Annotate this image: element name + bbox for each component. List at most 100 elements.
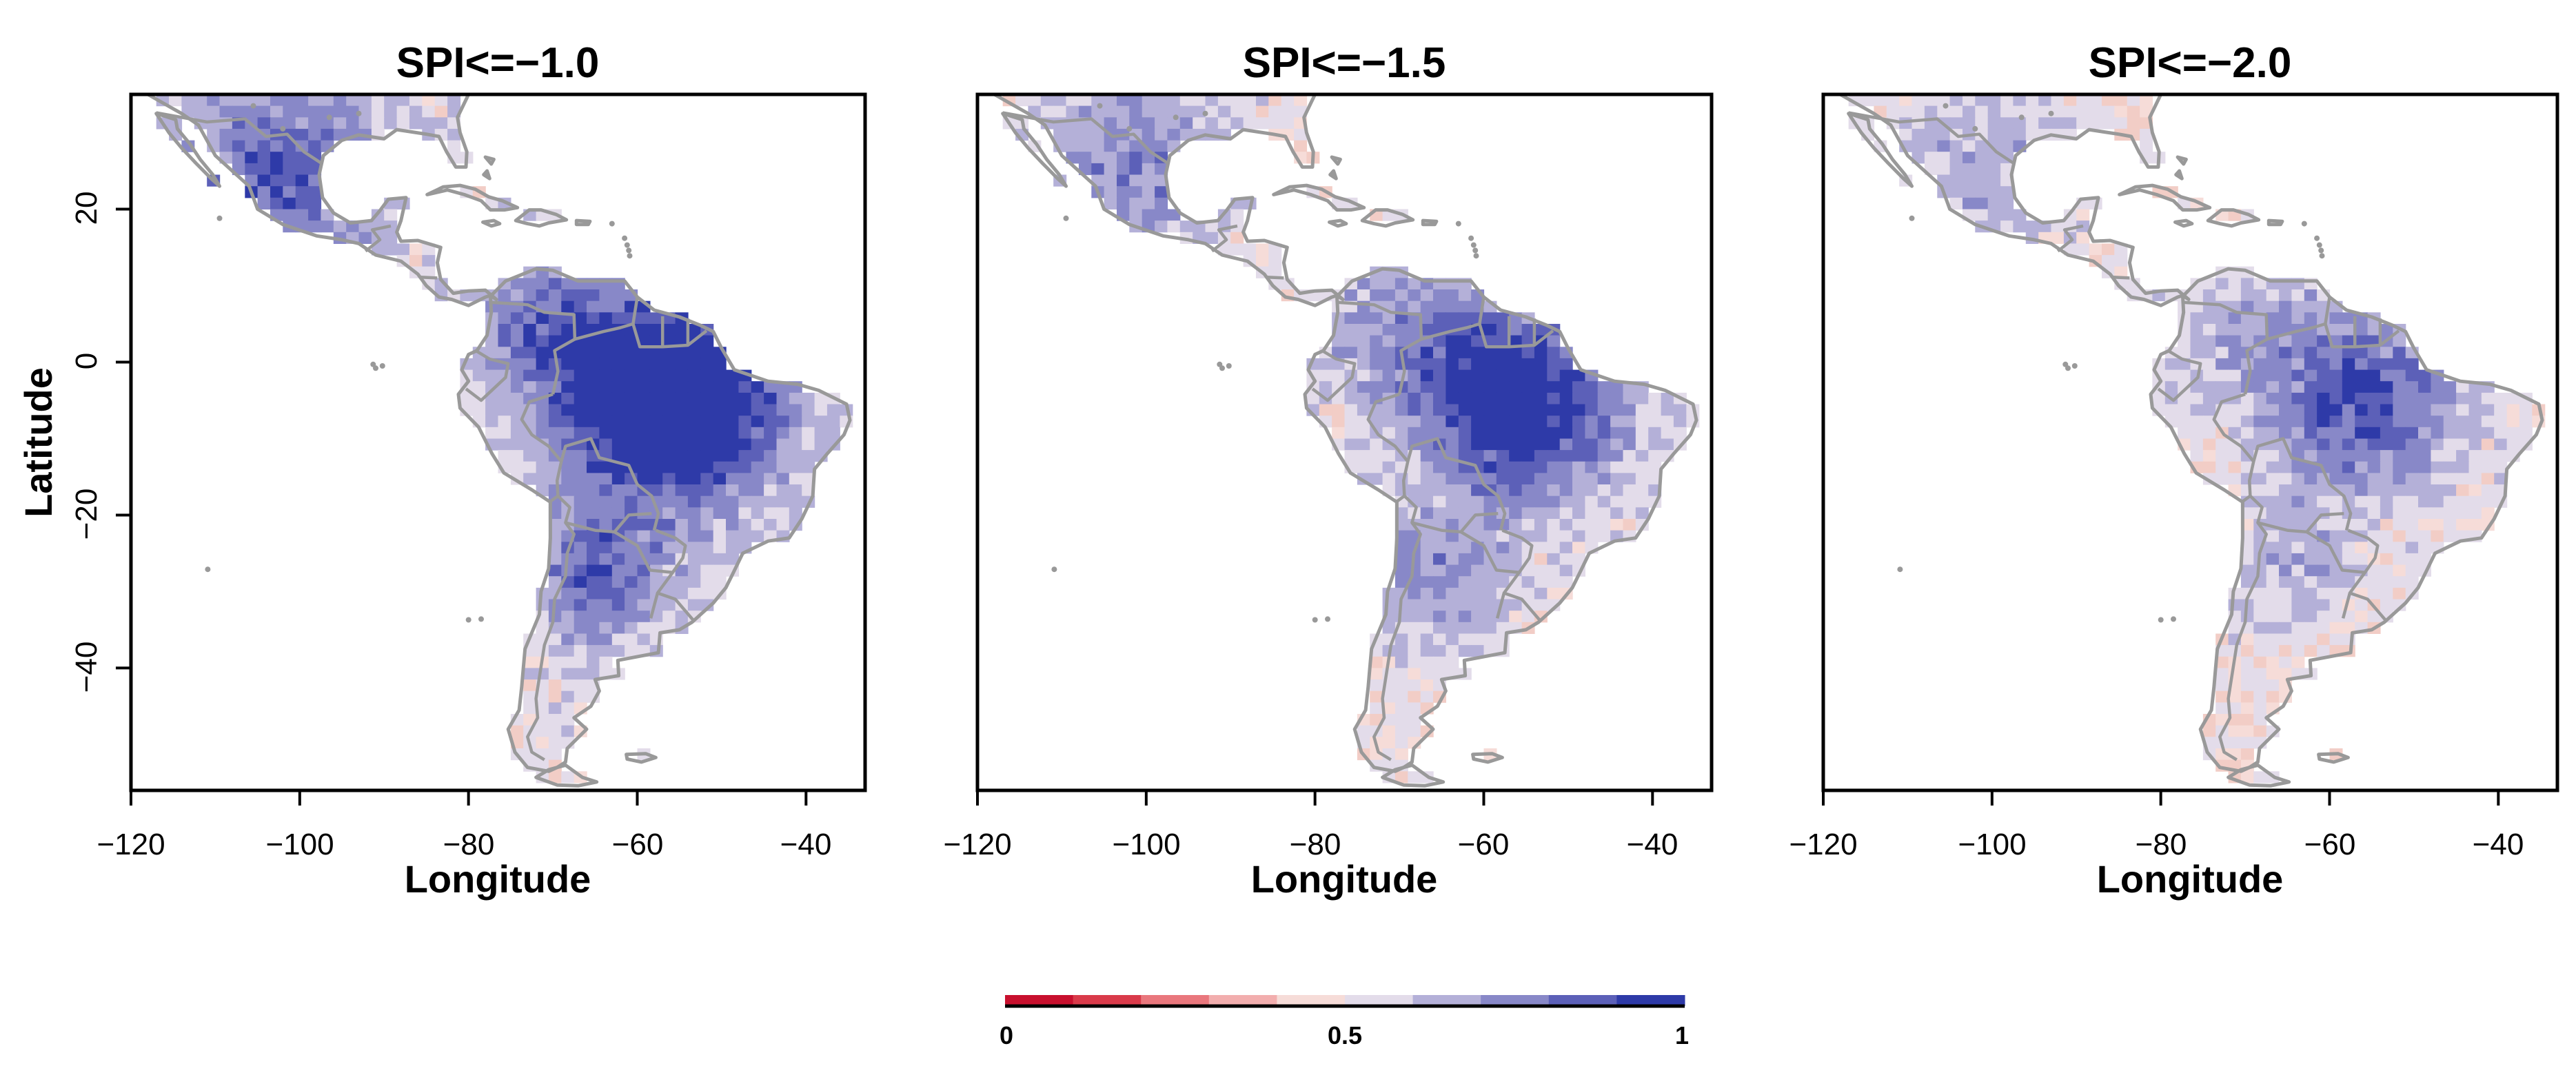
raster-cell bbox=[662, 438, 676, 451]
raster-cell bbox=[1395, 679, 1408, 692]
raster-cell bbox=[599, 553, 613, 566]
raster-cell bbox=[1446, 381, 1459, 393]
raster-cell bbox=[257, 105, 271, 118]
raster-cell bbox=[2127, 105, 2140, 118]
raster-cell bbox=[1559, 392, 1573, 405]
raster-cell bbox=[561, 278, 575, 290]
raster-cell bbox=[1395, 771, 1408, 783]
raster-cell bbox=[2405, 461, 2419, 473]
raster-cell bbox=[637, 312, 651, 325]
coastline bbox=[2266, 218, 2284, 227]
raster-cell bbox=[1420, 495, 1434, 508]
raster-cell bbox=[2266, 507, 2280, 520]
raster-cell bbox=[1395, 564, 1408, 577]
raster-cell bbox=[687, 576, 701, 588]
raster-cell bbox=[1078, 140, 1092, 152]
raster-cell bbox=[751, 530, 764, 542]
raster-cell bbox=[1433, 300, 1446, 313]
raster-cell bbox=[2355, 611, 2369, 623]
raster-cell bbox=[700, 564, 714, 577]
raster-cell bbox=[270, 117, 283, 130]
raster-cell bbox=[1534, 542, 1548, 554]
raster-cell bbox=[687, 381, 701, 393]
raster-cell bbox=[1167, 128, 1181, 141]
raster-cell bbox=[713, 438, 727, 451]
raster-cell bbox=[2317, 645, 2331, 657]
raster-cell bbox=[1547, 404, 1561, 416]
raster-cell bbox=[358, 105, 372, 118]
raster-cell bbox=[1458, 484, 1472, 497]
raster-cell bbox=[219, 105, 233, 118]
raster-cell bbox=[1129, 197, 1143, 209]
raster-cell bbox=[599, 416, 613, 428]
raster-cell bbox=[1370, 473, 1383, 485]
raster-cell bbox=[1408, 495, 1421, 508]
raster-cell bbox=[1547, 347, 1561, 359]
raster-cell bbox=[587, 404, 600, 416]
raster-cell bbox=[1610, 495, 1624, 508]
raster-cell bbox=[2279, 427, 2292, 439]
raster-cell bbox=[2291, 358, 2305, 371]
y-axis: 20 0 −20 −40 Latitude bbox=[17, 192, 131, 693]
raster-cell bbox=[1521, 381, 1535, 393]
raster-cell bbox=[2393, 347, 2406, 359]
raster-cell bbox=[574, 473, 587, 485]
raster-cell bbox=[2317, 564, 2331, 577]
raster-cell bbox=[1066, 105, 1079, 118]
raster-cell bbox=[2279, 347, 2292, 359]
raster-cell bbox=[1433, 553, 1446, 566]
raster-cell bbox=[587, 576, 600, 588]
raster-cell bbox=[1433, 495, 1446, 508]
raster-cell bbox=[2443, 495, 2457, 508]
raster-cell bbox=[2266, 542, 2280, 554]
raster-cell bbox=[1104, 163, 1117, 176]
raster-cell bbox=[662, 369, 676, 382]
raster-cell bbox=[1534, 358, 1548, 371]
raster-cell bbox=[2304, 495, 2318, 508]
raster-cell bbox=[1911, 128, 1925, 141]
raster-cell bbox=[2190, 427, 2204, 439]
raster-cell bbox=[472, 381, 486, 393]
raster-cell bbox=[2481, 438, 2495, 451]
raster-cell bbox=[548, 312, 562, 325]
country-border bbox=[1002, 111, 1170, 165]
raster-cell bbox=[2253, 679, 2267, 692]
raster-cell bbox=[2481, 484, 2495, 497]
raster-cell bbox=[2367, 587, 2381, 600]
x-axis: −120 −100 −80 −60 −40 Longitude bbox=[1789, 790, 2524, 901]
raster-cell bbox=[2266, 484, 2280, 497]
raster-cell bbox=[2178, 392, 2191, 405]
raster-cell bbox=[1408, 633, 1421, 646]
raster-cell bbox=[1066, 128, 1079, 141]
raster-cell bbox=[700, 599, 714, 611]
raster-cell bbox=[1446, 599, 1459, 611]
raster-cell bbox=[485, 427, 499, 439]
coastline bbox=[2118, 183, 2212, 212]
raster-cell bbox=[422, 105, 436, 118]
raster-cell bbox=[523, 369, 537, 382]
raster-cell bbox=[625, 611, 638, 623]
raster-cell bbox=[2304, 564, 2318, 577]
raster-cell bbox=[2000, 197, 2014, 209]
raster-cell bbox=[2114, 94, 2128, 107]
raster-cell bbox=[1179, 94, 1193, 107]
raster-cell bbox=[2456, 495, 2470, 508]
raster-cell bbox=[548, 668, 562, 680]
x-axis-label: Longitude bbox=[1251, 857, 1438, 901]
raster-cell bbox=[2380, 438, 2393, 451]
raster-cell bbox=[1559, 553, 1573, 566]
raster-cell bbox=[2380, 473, 2393, 485]
raster-cell bbox=[2506, 427, 2520, 439]
raster-cell bbox=[700, 369, 714, 382]
raster-cell bbox=[2342, 484, 2355, 497]
raster-cell bbox=[2367, 507, 2381, 520]
raster-cell bbox=[561, 668, 575, 680]
raster-cell bbox=[2240, 335, 2254, 347]
raster-cell bbox=[333, 94, 347, 107]
raster-cell bbox=[2178, 381, 2191, 393]
raster-cell bbox=[738, 484, 752, 497]
raster-cell bbox=[1471, 381, 1485, 393]
raster-cell bbox=[1547, 427, 1561, 439]
raster-cell bbox=[2228, 416, 2242, 428]
raster-cell bbox=[1623, 461, 1636, 473]
